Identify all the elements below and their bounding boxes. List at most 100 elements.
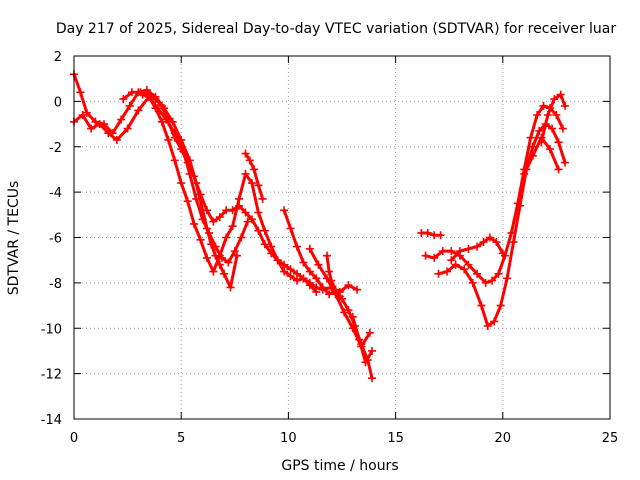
data-point-marker: [95, 120, 104, 129]
data-point-marker: [468, 278, 477, 287]
series-trace-j: [417, 228, 445, 240]
data-point-marker: [260, 226, 269, 235]
data-point-marker: [177, 145, 186, 154]
data-point-marker: [222, 233, 231, 242]
series-trace-o: [537, 90, 569, 147]
data-point-marker: [183, 197, 192, 206]
series-trace-d: [138, 90, 321, 296]
data-point-marker: [537, 138, 546, 147]
x-tick-labels: 0 5 10 15 20 25: [70, 431, 618, 446]
x-tick-label: 15: [387, 431, 404, 446]
data-point-marker: [325, 267, 334, 276]
data-point-marker: [211, 242, 220, 251]
data-point-marker: [202, 206, 211, 215]
data-point-marker: [305, 244, 314, 253]
x-tick-label: 0: [70, 431, 78, 446]
data-point-marker: [533, 110, 542, 119]
data-point-marker: [355, 335, 364, 344]
data-point-marker: [241, 149, 250, 158]
data-point-marker: [192, 194, 201, 203]
data-point-marker: [481, 278, 490, 287]
data-point-marker: [280, 267, 289, 276]
data-point-marker: [202, 253, 211, 262]
data-point-marker: [548, 124, 557, 133]
data-point-marker: [254, 208, 263, 217]
y-tick-label: -2: [49, 141, 62, 156]
y-tick-label: -10: [41, 322, 62, 337]
series-trace-l: [434, 120, 569, 330]
data-point-marker: [235, 194, 244, 203]
series-trace-k: [421, 101, 567, 287]
data-point-marker: [250, 165, 259, 174]
x-tick-label: 25: [602, 431, 619, 446]
data-point-marker: [368, 346, 377, 355]
series-trace-h: [322, 251, 344, 301]
data-point-marker: [464, 260, 473, 269]
y-axis-title: SDTVAR / TECUs: [6, 181, 22, 296]
data-series: [70, 70, 569, 383]
data-point-marker: [224, 258, 233, 267]
data-point-marker: [479, 238, 488, 247]
data-point-marker: [209, 217, 218, 226]
data-point-marker: [292, 276, 301, 285]
data-point-marker: [361, 358, 370, 367]
data-point-marker: [509, 238, 518, 247]
data-point-marker: [196, 235, 205, 244]
data-point-marker: [286, 224, 295, 233]
data-point-marker: [560, 101, 569, 110]
data-point-marker: [125, 101, 134, 110]
data-point-marker: [260, 240, 269, 249]
data-point-marker: [292, 242, 301, 251]
data-point-marker: [82, 108, 91, 117]
series-line: [539, 93, 567, 144]
data-point-marker: [78, 110, 87, 119]
data-point-marker: [247, 179, 256, 188]
data-point-marker: [305, 281, 314, 290]
data-point-marker: [164, 135, 173, 144]
data-point-marker: [245, 156, 254, 165]
series-line: [351, 315, 374, 364]
series-trace-f: [280, 206, 377, 383]
series-line: [141, 93, 318, 294]
data-point-marker: [348, 312, 357, 321]
axis-ticks: [73, 55, 611, 420]
data-point-marker: [280, 206, 289, 215]
y-tick-label: -12: [41, 368, 62, 383]
data-point-marker: [483, 321, 492, 330]
data-point-marker: [127, 88, 136, 97]
grid: [74, 56, 610, 419]
chart-title: Day 217 of 2025, Sidereal Day-to-day VTE…: [56, 21, 617, 37]
data-point-marker: [232, 251, 241, 260]
data-point-marker: [490, 317, 499, 326]
x-tick-label: 5: [177, 431, 185, 446]
series-line: [436, 122, 567, 328]
data-point-marker: [436, 231, 445, 240]
data-point-marker: [117, 115, 126, 124]
data-point-marker: [550, 95, 559, 104]
y-tick-label: 2: [54, 50, 62, 65]
data-point-marker: [335, 292, 344, 301]
data-point-marker: [460, 265, 469, 274]
data-point-marker: [494, 269, 503, 278]
y-tick-labels: -14 -12 -10 -8 -6 -4 -2 0 2: [41, 50, 62, 428]
data-point-marker: [198, 215, 207, 224]
data-point-marker: [434, 269, 443, 278]
data-point-marker: [220, 269, 229, 278]
data-point-marker: [447, 256, 456, 265]
data-point-marker: [473, 242, 482, 251]
data-point-marker: [138, 90, 147, 99]
data-point-marker: [157, 101, 166, 110]
y-tick-label: -8: [49, 277, 62, 292]
data-point-marker: [209, 267, 218, 276]
data-point-marker: [241, 169, 250, 178]
data-point-marker: [365, 328, 374, 337]
data-point-marker: [344, 281, 353, 290]
data-point-marker: [327, 276, 336, 285]
data-point-marker: [215, 213, 224, 222]
data-point-marker: [560, 158, 569, 167]
data-point-marker: [464, 244, 473, 253]
data-point-marker: [554, 165, 563, 174]
data-point-marker: [554, 138, 563, 147]
data-point-marker: [104, 129, 113, 138]
